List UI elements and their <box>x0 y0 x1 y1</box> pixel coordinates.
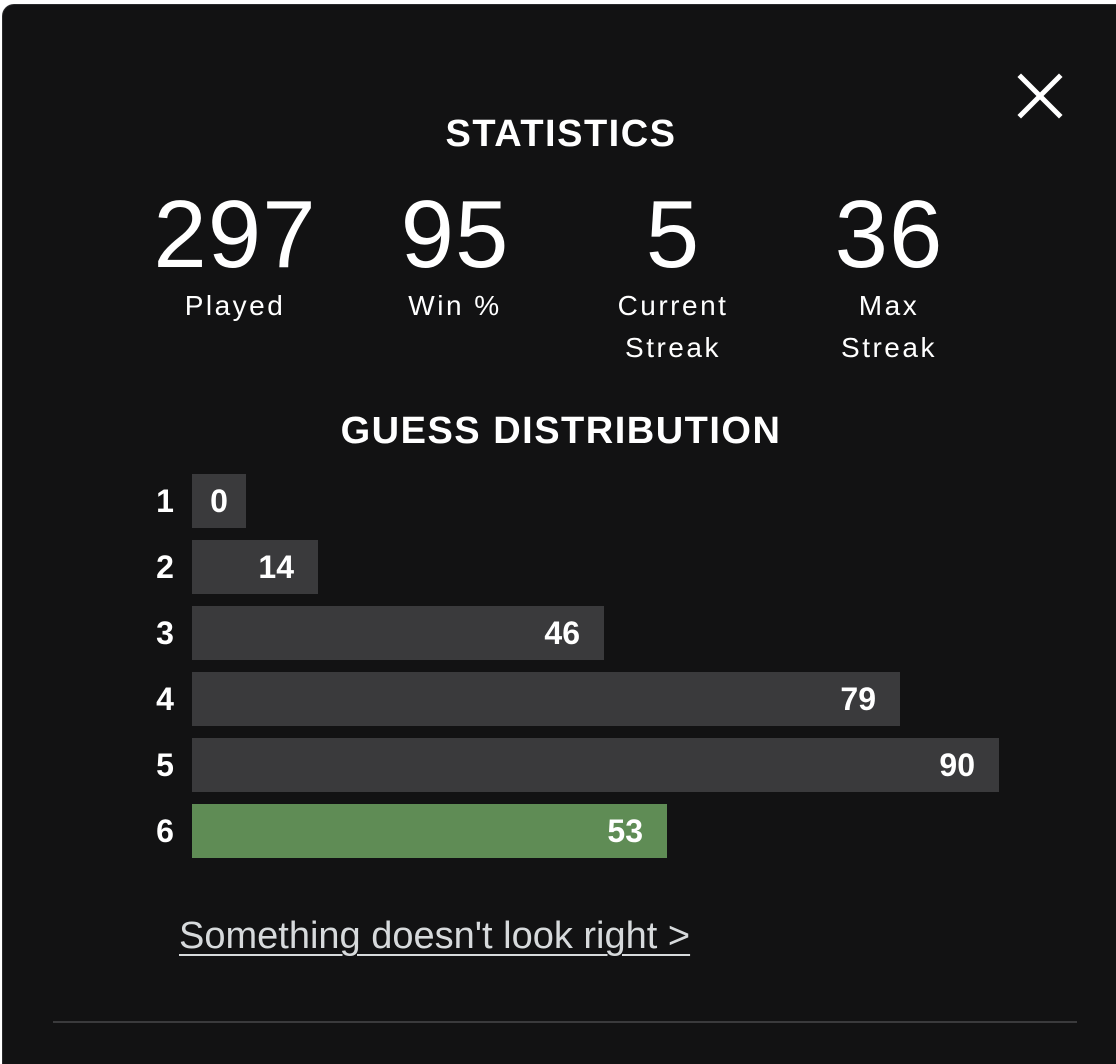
distribution-bar: 79 <box>192 672 900 726</box>
distribution-row: 4 79 <box>153 672 1013 726</box>
guess-number: 1 <box>156 483 174 519</box>
distribution-bar: 90 <box>192 738 999 792</box>
stat-current-streak: 5 Current Streak <box>573 185 773 369</box>
stat-label: Win % <box>408 290 502 321</box>
distribution-bar: 46 <box>192 606 604 660</box>
distribution-bar: 0 <box>192 474 246 528</box>
stat-played: 297 Played <box>135 185 335 327</box>
stat-label: Current <box>617 290 729 321</box>
stat-label: Played <box>184 290 286 321</box>
distribution-row: 1 0 <box>153 474 1013 528</box>
close-icon <box>1017 73 1063 119</box>
distribution-bar: 14 <box>192 540 318 594</box>
statistics-modal: STATISTICS 297 Played 95 Win % 5 Current… <box>2 4 1116 1064</box>
guess-number: 4 <box>156 681 174 717</box>
stat-label: Max <box>858 290 920 321</box>
stat-value: 36 <box>834 181 944 288</box>
distribution-row: 5 90 <box>153 738 1013 792</box>
distribution-row: 3 46 <box>153 606 1013 660</box>
distribution-row: 2 14 <box>153 540 1013 594</box>
divider <box>53 1021 1077 1023</box>
stat-max-streak: 36 Max Streak <box>789 185 989 369</box>
stat-label: Streak <box>841 332 937 363</box>
distribution-bar: 53 <box>192 804 667 858</box>
stat-value: 297 <box>153 181 317 288</box>
stat-label: Streak <box>625 332 721 363</box>
stat-value: 95 <box>400 181 510 288</box>
stat-value: 5 <box>645 181 701 288</box>
guess-distribution-title: GUESS DISTRIBUTION <box>340 410 782 452</box>
guess-number: 2 <box>156 549 174 585</box>
guess-number: 3 <box>156 615 174 651</box>
guess-number: 6 <box>156 813 174 849</box>
statistics-title: STATISTICS <box>445 113 677 155</box>
close-button[interactable] <box>1015 71 1065 121</box>
distribution-row: 6 53 <box>153 804 1013 858</box>
guess-distribution-chart: 1 0 2 14 3 46 4 79 5 90 6 53 <box>153 474 1013 870</box>
feedback-link[interactable]: Something doesn't look right > <box>179 915 691 957</box>
guess-number: 5 <box>156 747 174 783</box>
stat-win-percent: 95 Win % <box>355 185 555 327</box>
